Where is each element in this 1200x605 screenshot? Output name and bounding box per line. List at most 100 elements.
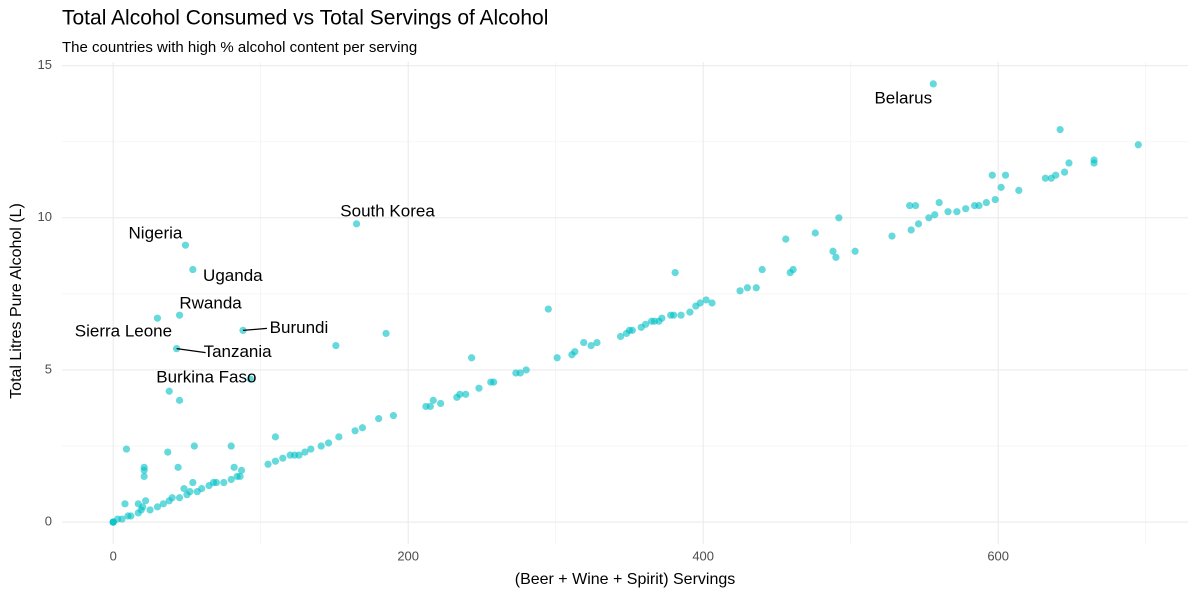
point <box>686 308 694 316</box>
point <box>462 390 470 398</box>
point <box>122 445 131 453</box>
point <box>642 320 650 328</box>
x-tick-label: 0 <box>110 548 117 563</box>
label-leader <box>242 327 268 332</box>
point <box>295 451 303 459</box>
point <box>180 485 188 493</box>
point <box>708 299 716 307</box>
point <box>264 460 272 468</box>
point <box>468 354 476 362</box>
point <box>121 500 129 508</box>
point <box>307 445 315 453</box>
point <box>906 202 914 210</box>
point <box>174 463 182 471</box>
point <box>456 390 464 398</box>
point <box>829 247 837 255</box>
point <box>146 506 154 514</box>
chart-title: Total Alcohol Consumed vs Total Servings… <box>62 7 548 30</box>
point <box>1015 186 1023 195</box>
point <box>490 378 498 386</box>
point <box>907 226 915 234</box>
point <box>198 485 206 493</box>
point <box>835 214 843 222</box>
point <box>935 198 943 207</box>
point <box>1134 141 1142 149</box>
point <box>736 287 744 295</box>
point <box>118 515 126 523</box>
point <box>164 448 172 456</box>
point <box>702 296 710 304</box>
point <box>227 475 235 484</box>
point <box>134 500 142 508</box>
point <box>925 214 933 222</box>
y-tick-label: 0 <box>45 514 52 529</box>
point <box>237 466 246 474</box>
point <box>743 284 752 292</box>
point <box>153 503 162 511</box>
chart-subtitle: The countries with high % alcohol conten… <box>62 39 417 56</box>
labeled-point <box>175 311 184 319</box>
labeled-point <box>181 241 190 249</box>
x-tick-label: 600 <box>987 548 1009 563</box>
point <box>789 265 797 274</box>
point <box>571 348 579 356</box>
point <box>516 369 524 377</box>
point <box>142 497 150 505</box>
point <box>475 384 483 392</box>
point <box>758 265 766 274</box>
point <box>982 198 990 207</box>
point <box>190 442 198 450</box>
point <box>975 202 983 210</box>
y-tick-label: 15 <box>38 57 52 72</box>
point <box>851 247 859 255</box>
point <box>301 448 309 456</box>
point-label: Belarus <box>874 88 932 107</box>
point <box>186 488 194 496</box>
point <box>587 342 595 350</box>
point <box>271 433 280 441</box>
point <box>1052 171 1060 179</box>
x-tick-label: 400 <box>692 548 714 563</box>
y-axis-title: Total Litres Pure Alcohol (L) <box>8 203 25 399</box>
point <box>811 229 819 237</box>
label-leader <box>176 348 206 354</box>
point <box>236 472 244 481</box>
x-tick-label: 200 <box>397 548 419 563</box>
point <box>658 314 666 322</box>
point <box>962 205 970 213</box>
labeled-point <box>189 265 197 274</box>
point <box>335 433 343 441</box>
point <box>375 415 383 423</box>
point-label: Uganda <box>203 266 263 285</box>
point <box>1065 159 1073 167</box>
point <box>351 427 359 435</box>
y-tick-label: 5 <box>45 361 52 376</box>
point <box>382 329 390 338</box>
point <box>782 235 790 243</box>
labeled-point <box>246 375 254 383</box>
point <box>670 311 678 319</box>
point <box>230 463 238 471</box>
point <box>944 208 952 216</box>
point <box>159 500 167 508</box>
point-label: Rwanda <box>179 294 242 313</box>
point <box>127 512 135 520</box>
point <box>317 442 325 450</box>
point <box>1056 125 1064 134</box>
point <box>752 284 760 292</box>
point <box>175 494 184 502</box>
y-tick-label: 10 <box>38 209 52 224</box>
point-label: South Korea <box>340 201 435 220</box>
point <box>593 338 601 347</box>
point <box>429 396 437 404</box>
point <box>1060 168 1069 176</box>
point <box>175 396 184 404</box>
point <box>696 299 704 307</box>
point <box>271 457 280 465</box>
point <box>1001 171 1010 179</box>
point <box>324 439 333 447</box>
labeled-point <box>239 326 247 334</box>
labeled-point <box>929 80 937 88</box>
point-label: Nigeria <box>129 224 183 243</box>
point <box>189 478 197 487</box>
